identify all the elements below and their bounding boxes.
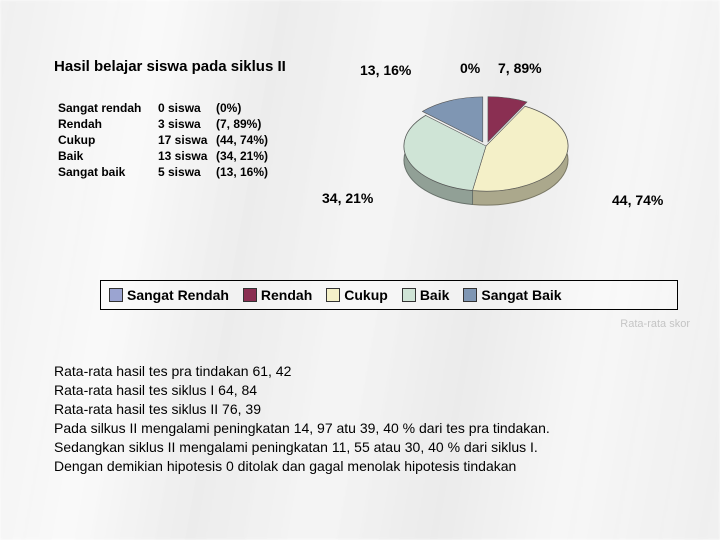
legend-item: Sangat Rendah bbox=[109, 287, 229, 303]
faded-note: Rata-rata skor bbox=[620, 318, 690, 330]
summary-line: Pada silkus II mengalami peningkatan 14,… bbox=[54, 419, 550, 438]
legend-item: Cukup bbox=[326, 287, 388, 303]
swatch-icon bbox=[109, 288, 123, 302]
legend-item: Sangat Baik bbox=[463, 287, 561, 303]
summary-line: Rata-rata hasil tes siklus I 64, 84 bbox=[54, 381, 550, 400]
category-table: Sangat rendah 0 siswa (0%) Rendah 3 sisw… bbox=[58, 100, 268, 180]
summary-line: Sedangkan siklus II mengalami peningkata… bbox=[54, 438, 550, 457]
cat-label: Sangat rendah bbox=[58, 100, 158, 116]
pie-slice-label: 7, 89% bbox=[498, 60, 542, 76]
legend-item: Rendah bbox=[243, 287, 312, 303]
legend-label: Sangat Rendah bbox=[127, 287, 229, 303]
cat-label: Sangat baik bbox=[58, 164, 158, 180]
cat-count: 17 siswa bbox=[158, 132, 216, 148]
table-row: Sangat rendah 0 siswa (0%) bbox=[58, 100, 268, 116]
pie-slice-label: 44, 74% bbox=[612, 192, 663, 208]
legend-item: Baik bbox=[402, 287, 450, 303]
table-row: Baik 13 siswa (34, 21%) bbox=[58, 148, 268, 164]
table-row: Cukup 17 siswa (44, 74%) bbox=[58, 132, 268, 148]
cat-pct: (44, 74%) bbox=[216, 132, 268, 148]
cat-pct: (0%) bbox=[216, 100, 241, 116]
cat-label: Rendah bbox=[58, 116, 158, 132]
cat-count: 0 siswa bbox=[158, 100, 216, 116]
pie-slice-label: 13, 16% bbox=[360, 62, 411, 78]
legend-label: Cukup bbox=[344, 287, 388, 303]
pie-chart bbox=[386, 56, 586, 256]
summary-line: Dengan demikian hipotesis 0 ditolak dan … bbox=[54, 457, 550, 476]
summary-line: Rata-rata hasil tes pra tindakan 61, 42 bbox=[54, 362, 550, 381]
cat-label: Baik bbox=[58, 148, 158, 164]
table-row: Rendah 3 siswa (7, 89%) bbox=[58, 116, 268, 132]
swatch-icon bbox=[463, 288, 477, 302]
pie-slice-label: 34, 21% bbox=[322, 190, 373, 206]
cat-count: 5 siswa bbox=[158, 164, 216, 180]
table-row: Sangat baik 5 siswa (13, 16%) bbox=[58, 164, 268, 180]
legend-label: Sangat Baik bbox=[481, 287, 561, 303]
chart-legend: Sangat Rendah Rendah Cukup Baik Sangat B… bbox=[100, 280, 678, 310]
cat-pct: (13, 16%) bbox=[216, 164, 268, 180]
legend-label: Rendah bbox=[261, 287, 312, 303]
cat-count: 3 siswa bbox=[158, 116, 216, 132]
legend-label: Baik bbox=[420, 287, 450, 303]
cat-label: Cukup bbox=[58, 132, 158, 148]
summary-text: Rata-rata hasil tes pra tindakan 61, 42 … bbox=[54, 362, 550, 476]
swatch-icon bbox=[326, 288, 340, 302]
cat-pct: (7, 89%) bbox=[216, 116, 261, 132]
pie-slice-label: 0% bbox=[460, 60, 480, 76]
page-title: Hasil belajar siswa pada siklus II bbox=[54, 58, 286, 75]
swatch-icon bbox=[402, 288, 416, 302]
cat-pct: (34, 21%) bbox=[216, 148, 268, 164]
cat-count: 13 siswa bbox=[158, 148, 216, 164]
swatch-icon bbox=[243, 288, 257, 302]
summary-line: Rata-rata hasil tes siklus II 76, 39 bbox=[54, 400, 550, 419]
